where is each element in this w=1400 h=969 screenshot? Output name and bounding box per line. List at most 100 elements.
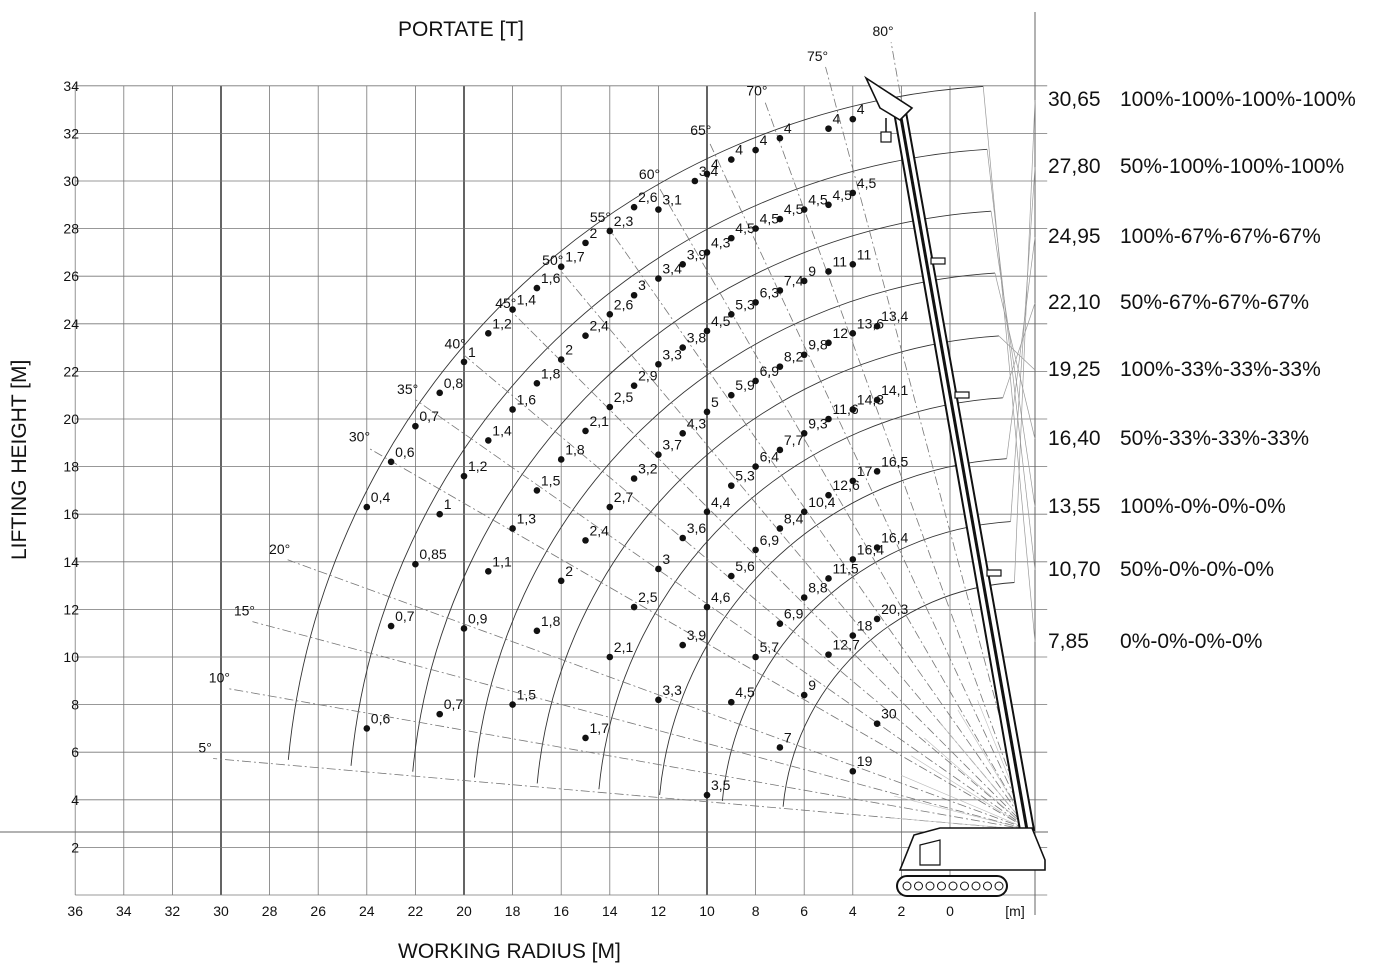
load-label: 3,8: [687, 330, 707, 346]
boom-length-value: 22,10: [1048, 291, 1101, 314]
angle-ray: [764, 101, 1031, 831]
angle-ray-minor: [924, 737, 1031, 831]
y-tick-label: 32: [63, 125, 79, 141]
hook-block: [880, 131, 892, 143]
load-label: 0,85: [419, 546, 446, 562]
arc-leader: [1010, 166, 1036, 522]
load-label: 1,2: [492, 315, 512, 331]
y-tick-label: 4: [71, 792, 79, 808]
angle-label: 55°: [590, 209, 611, 225]
load-label: 0,6: [395, 444, 415, 460]
load-label: 7,7: [784, 432, 804, 448]
x-tick-label: 30: [213, 903, 229, 919]
angle-label: 35°: [397, 381, 418, 397]
load-label: 0,7: [395, 608, 415, 624]
load-point: [582, 734, 589, 742]
load-point: [582, 537, 589, 544]
load-label: 0,6: [371, 710, 391, 726]
boom-arc: [598, 397, 1003, 790]
load-point: [825, 415, 832, 423]
load-point: [728, 234, 735, 242]
load-label: 4: [735, 142, 743, 158]
x-tick-label: 16: [553, 903, 569, 919]
load-point: [825, 125, 832, 132]
load-label: 9: [808, 263, 816, 279]
load-point: [849, 330, 857, 337]
load-point: [776, 287, 784, 294]
load-point: [825, 201, 832, 209]
load-label: 1,5: [517, 687, 537, 703]
x-tick-label: 32: [165, 903, 181, 919]
load-label: 3,9: [687, 627, 707, 643]
load-label: 13,4: [881, 308, 908, 324]
x-tick-label: 10: [699, 903, 715, 919]
load-point: [849, 406, 857, 413]
boom-configuration-row: 27,80 50%-100%-100%-100%: [1048, 155, 1344, 179]
boom-length-value: 19,25: [1048, 358, 1101, 381]
boom-arc: [350, 148, 988, 766]
load-point: [363, 503, 371, 511]
arc-leader: [982, 86, 1036, 643]
load-label: 3,9: [687, 246, 707, 262]
load-label: 3,3: [662, 346, 682, 362]
load-label: 4,5: [857, 175, 877, 191]
load-point: [873, 322, 881, 330]
x-tick-label: 28: [262, 903, 278, 919]
load-label: 16,4: [857, 541, 884, 557]
load-point: [630, 382, 638, 389]
load-label: 1: [444, 496, 452, 512]
load-point: [557, 456, 565, 463]
load-point: [655, 275, 662, 282]
load-point: [800, 206, 808, 213]
boom-section: [930, 257, 946, 265]
load-label: 10,4: [808, 494, 835, 510]
load-label: 2: [565, 563, 573, 579]
load-label: 2,6: [638, 189, 658, 205]
load-point: [582, 332, 589, 340]
load-point: [776, 215, 784, 223]
load-point: [533, 284, 541, 292]
load-label: 13,6: [857, 315, 884, 331]
load-label: 4: [833, 111, 841, 127]
load-point: [825, 491, 832, 499]
load-point: [703, 791, 711, 799]
load-point: [873, 615, 881, 623]
load-label: 1,7: [590, 720, 610, 736]
load-label: 2,1: [614, 639, 634, 655]
boom-configuration-row: 24,95 100%-67%-67%-67%: [1048, 225, 1321, 249]
load-point: [436, 389, 444, 397]
load-label: 4: [784, 120, 792, 136]
crane-illustration: [864, 75, 1046, 897]
y-tick-label: 26: [63, 268, 79, 284]
load-label: 6,9: [784, 606, 804, 622]
x-axis-ticks: 36 34 32 30 28 26 24 22 20 18 16 14 12 10 8 6 4 2 0 [m]: [67, 903, 1024, 919]
load-point: [728, 156, 735, 163]
load-label: 11,5: [833, 560, 859, 576]
boom-length-value: 27,80: [1048, 155, 1101, 178]
angle-labels: 5°10°15°20°30°35°40°45°50°55°60°65°70°75…: [198, 23, 893, 755]
load-label: 6,9: [760, 532, 780, 548]
load-label: 0,7: [419, 408, 439, 424]
load-point: [752, 653, 759, 661]
y-tick-label: 2: [71, 839, 79, 855]
load-label: 3,4: [662, 261, 682, 277]
x-tick-label: 34: [116, 903, 132, 919]
boom-extension-value: 50%-67%-67%-67%: [1120, 291, 1310, 314]
boom-extension-value: 100%-0%-0%-0%: [1120, 495, 1286, 518]
boom-configuration-row: 19,25 100%-33%-33%-33%: [1048, 358, 1321, 382]
arc-leader: [1014, 99, 1036, 583]
load-point: [606, 653, 614, 661]
boom-length-value: 30,65: [1048, 88, 1101, 111]
angle-label: 65°: [690, 122, 711, 138]
boom-length-arcs: [287, 86, 1036, 807]
track-wheel: [925, 881, 935, 891]
load-point: [728, 310, 735, 318]
load-label: 3,2: [638, 461, 658, 477]
load-point: [800, 508, 808, 516]
load-label: 1,8: [541, 613, 561, 629]
load-point: [849, 477, 857, 485]
chart-title: PORTATE [T]: [398, 18, 525, 41]
boom-extension-value: 50%-33%-33%-33%: [1120, 427, 1310, 450]
load-point: [849, 261, 857, 268]
